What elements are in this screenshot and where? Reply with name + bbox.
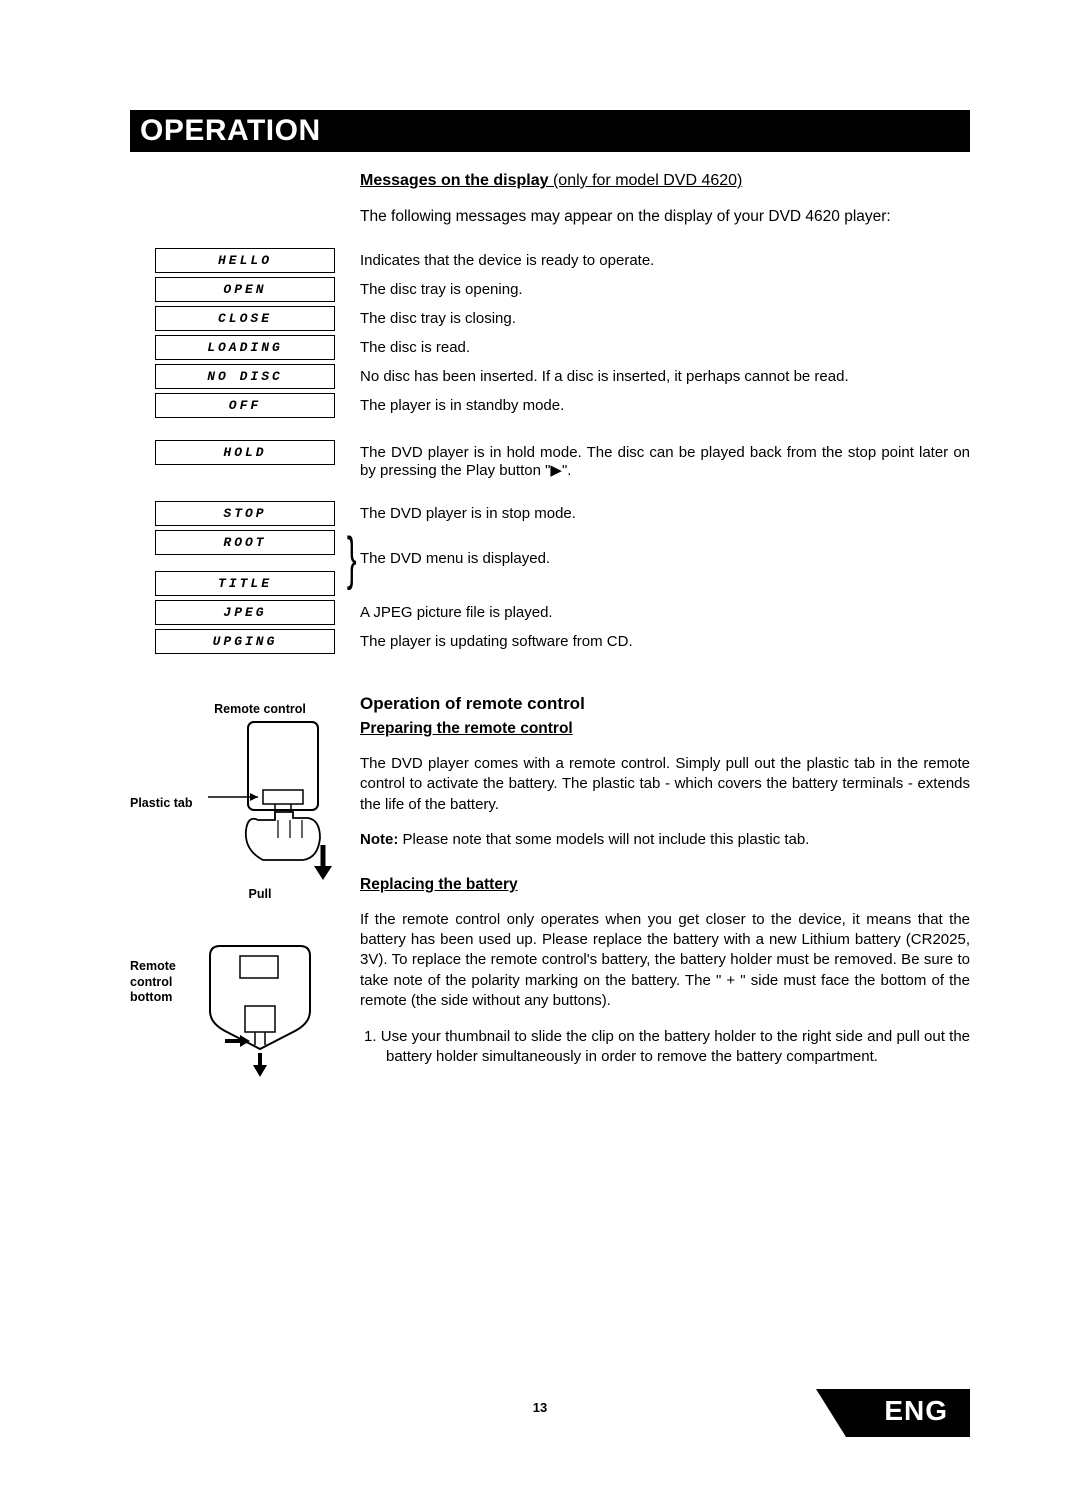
messages-intro: The following messages may appear on the… bbox=[360, 208, 970, 226]
display-desc: Indicates that the device is ready to op… bbox=[360, 248, 970, 269]
remote-step-1: 1. Use your thumbnail to slide the clip … bbox=[360, 1027, 970, 1068]
remote-pull-icon bbox=[208, 720, 358, 885]
display-code: JPEG bbox=[155, 600, 335, 625]
remote-figure-2: Remote control bottom bbox=[130, 941, 360, 1081]
display-desc: The DVD menu is displayed. bbox=[360, 530, 970, 567]
section-header: OPERATION bbox=[130, 110, 970, 152]
brace-icon: } bbox=[347, 530, 357, 588]
display-desc: The DVD player is in stop mode. bbox=[360, 501, 970, 522]
remote-p1: The DVD player comes with a remote contr… bbox=[360, 754, 970, 815]
display-code: LOADING bbox=[155, 335, 335, 360]
display-code: NO DISC bbox=[155, 364, 335, 389]
remote-note: Note: Please note that some models will … bbox=[360, 831, 970, 848]
remote-p2: If the remote control only operates when… bbox=[360, 910, 970, 1011]
display-code: ROOT bbox=[155, 530, 335, 555]
fig1-top-label: Remote control bbox=[170, 702, 350, 716]
display-desc: The disc is read. bbox=[360, 335, 970, 356]
note-label: Note: bbox=[360, 831, 398, 848]
display-code: STOP bbox=[155, 501, 335, 526]
display-code: TITLE bbox=[155, 571, 335, 596]
fig1-side-label: Plastic tab bbox=[130, 796, 208, 810]
fig1-bottom-label: Pull bbox=[170, 887, 350, 901]
display-desc: The disc tray is opening. bbox=[360, 277, 970, 298]
display-desc: The player is in standby mode. bbox=[360, 393, 970, 414]
messages-table: HELLO Indicates that the device is ready … bbox=[130, 248, 970, 654]
display-desc: The DVD player is in hold mode. The disc… bbox=[360, 440, 970, 479]
messages-title-tail: (only for model DVD 4620) bbox=[549, 172, 743, 189]
messages-title: Messages on the display (only for model … bbox=[360, 172, 970, 190]
display-code: UPGING bbox=[155, 629, 335, 654]
display-desc: The disc tray is closing. bbox=[360, 306, 970, 327]
remote-h2: Operation of remote control bbox=[360, 694, 970, 714]
fig2-label: Remote control bottom bbox=[130, 959, 200, 1006]
display-desc: The player is updating software from CD. bbox=[360, 629, 970, 650]
remote-battery-icon bbox=[200, 941, 330, 1081]
display-code: HELLO bbox=[155, 248, 335, 273]
display-code: OPEN bbox=[155, 277, 335, 302]
display-code: CLOSE bbox=[155, 306, 335, 331]
language-badge: ENG bbox=[846, 1389, 970, 1437]
remote-figure-1: Remote control Plastic tab bbox=[130, 702, 360, 901]
note-text: Please note that some models will not in… bbox=[398, 831, 809, 848]
messages-title-bold: Messages on the display bbox=[360, 172, 549, 189]
step-text: Use your thumbnail to slide the clip on … bbox=[381, 1028, 970, 1065]
display-code: HOLD bbox=[155, 440, 335, 465]
display-desc: A JPEG picture file is played. bbox=[360, 600, 970, 621]
step-number: 1. bbox=[364, 1028, 381, 1045]
display-code: OFF bbox=[155, 393, 335, 418]
remote-h3-replacing: Replacing the battery bbox=[360, 876, 970, 894]
remote-h3-preparing: Preparing the remote control bbox=[360, 720, 970, 738]
display-desc: No disc has been inserted. If a disc is … bbox=[360, 364, 970, 385]
